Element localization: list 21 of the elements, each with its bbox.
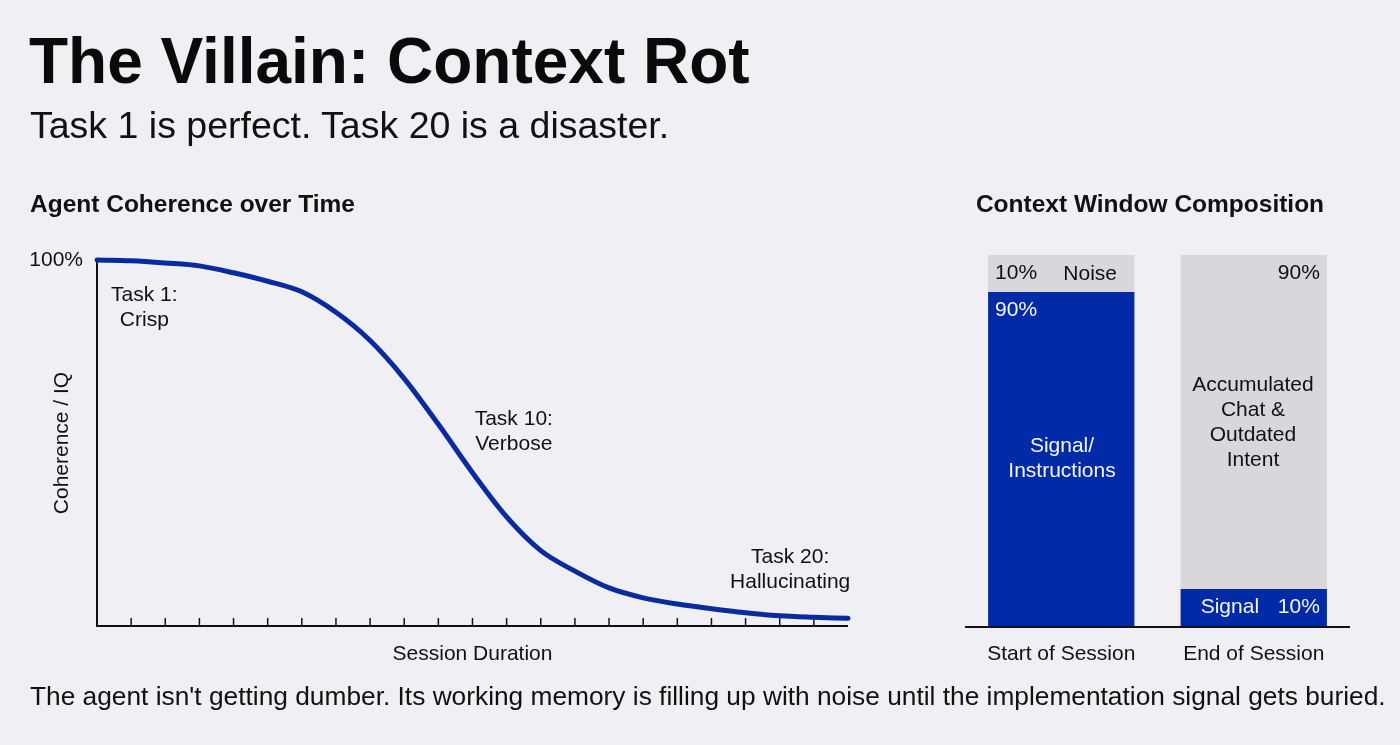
annotation: Noise	[1063, 260, 1117, 284]
y-axis-title: Coherence / IQ	[48, 371, 72, 515]
annotation: Task 20: Hallucinating	[730, 544, 851, 593]
annotation: Signal	[1200, 594, 1260, 618]
data-label: 10%	[1277, 593, 1320, 617]
data-label: 90%	[995, 296, 1038, 320]
chart-title: Agent Coherence over Time	[30, 190, 355, 219]
annotation: Task 1: Crisp	[111, 281, 178, 330]
text: Task 1 is perfect. Task 20 is a disaster.	[30, 104, 670, 148]
x-axis-title: Session Duration	[392, 640, 553, 664]
text: The agent isn't getting dumber. Its working memory is filling up with noise until the implementation signal gets buried.	[30, 681, 1386, 712]
x-tick-label: End of Session	[1183, 640, 1325, 664]
annotation: Signal/ Instructions	[1008, 433, 1116, 482]
chart-title: Context Window Composition	[975, 190, 1325, 219]
x-tick-label: Start of Session	[987, 640, 1136, 664]
text: The Villain: Context Rot	[29, 25, 750, 99]
annotation: Task 10: Verbose	[474, 406, 553, 455]
text: 100%	[29, 246, 83, 270]
annotation: Accumulated Chat & Outdated Intent	[1192, 372, 1314, 471]
data-label: 90%	[1277, 259, 1320, 283]
data-label: 10%	[995, 259, 1038, 283]
